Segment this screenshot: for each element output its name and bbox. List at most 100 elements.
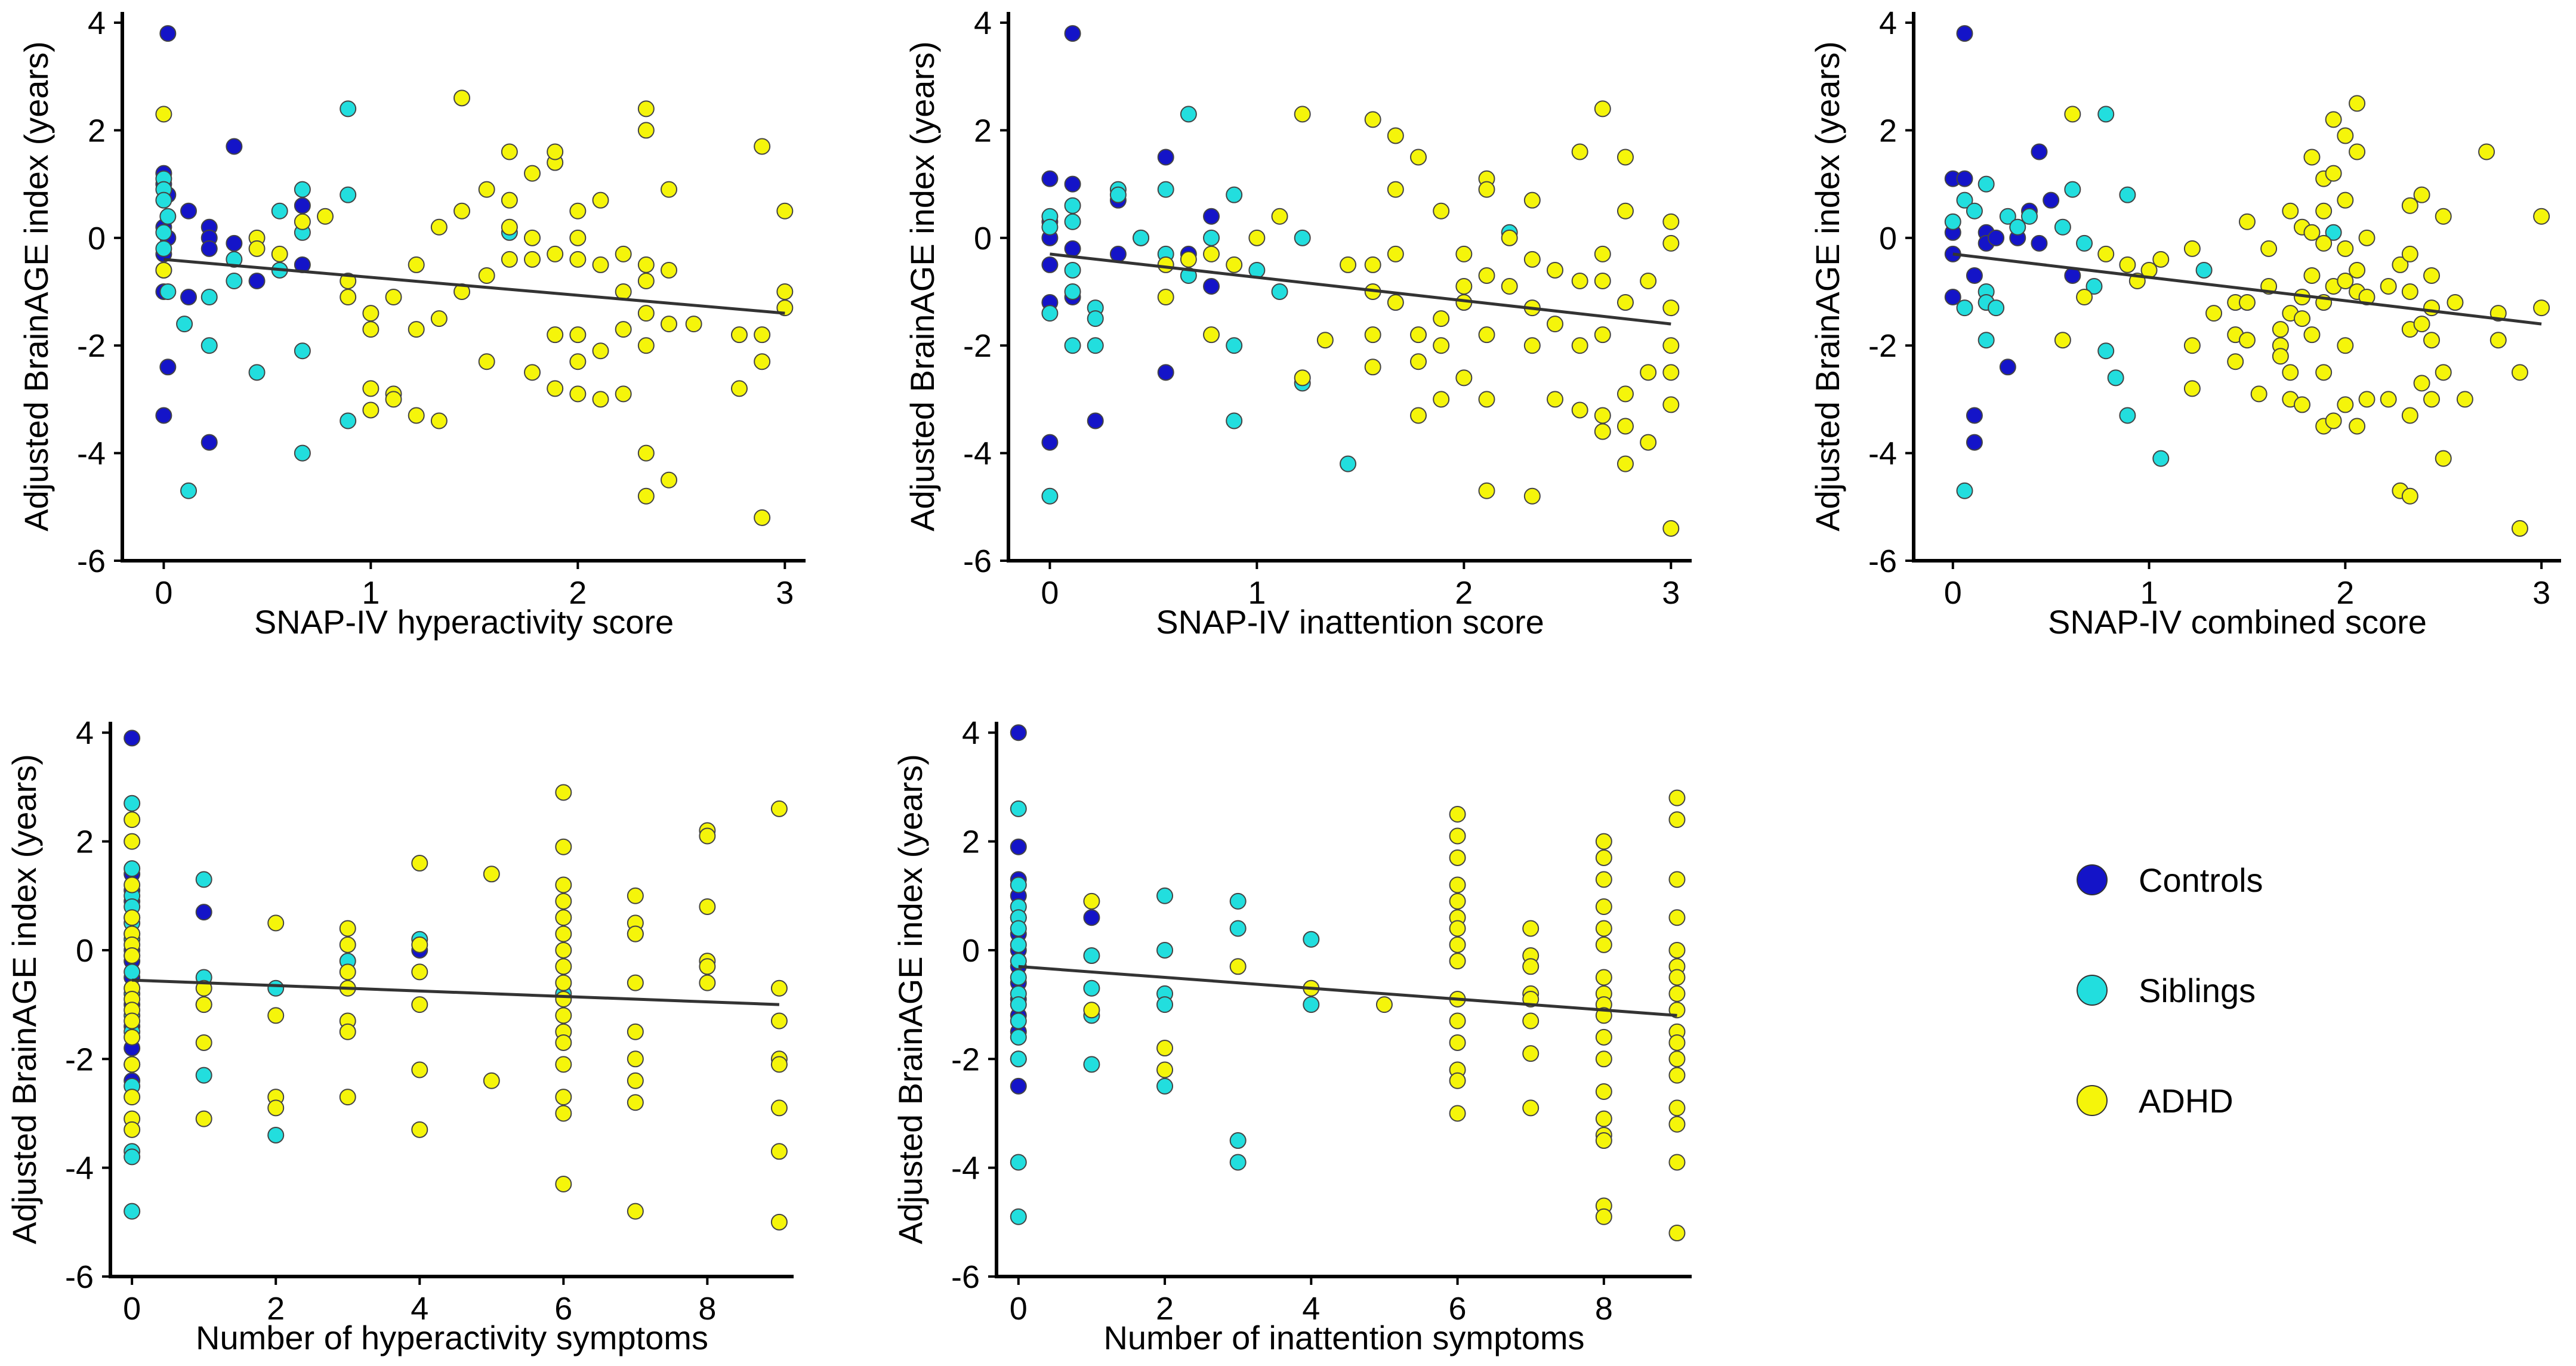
- data-point-siblings: [267, 979, 285, 997]
- data-point-adhd: [1449, 1072, 1466, 1089]
- data-point-adhd: [248, 240, 266, 257]
- data-point-siblings: [1157, 181, 1174, 198]
- y-tick-label: 0: [88, 221, 106, 256]
- y-axis-label: Adjusted BrainAGE index (years): [5, 754, 43, 1244]
- data-point-adhd: [1547, 391, 1563, 408]
- series-adhd: [1083, 789, 1686, 1242]
- data-point-adhd: [637, 256, 655, 273]
- data-point-adhd: [555, 1105, 572, 1122]
- y-tick-label: -6: [65, 1259, 94, 1295]
- plot-svg: Adjusted BrainAGE index (years) Number of…: [5, 715, 794, 1356]
- data-point-controls: [248, 272, 266, 289]
- y-axis-label: Adjusted BrainAGE index (years): [1809, 41, 1846, 531]
- data-point-siblings: [1966, 202, 1983, 220]
- data-point-adhd: [637, 305, 655, 322]
- data-point-siblings: [1010, 1050, 1027, 1068]
- data-point-controls: [195, 904, 212, 921]
- data-point-adhd: [155, 106, 172, 123]
- data-point-adhd: [569, 353, 587, 370]
- data-point-adhd: [2325, 412, 2342, 429]
- data-point-adhd: [627, 1050, 644, 1068]
- legend-label-adhd: ADHD: [2139, 1081, 2233, 1120]
- data-point-adhd: [1410, 407, 1427, 424]
- series-adhd: [155, 89, 794, 526]
- data-point-adhd: [699, 958, 716, 975]
- data-point-siblings: [1010, 800, 1027, 817]
- data-point-adhd: [555, 941, 572, 959]
- x-tick-label: 6: [554, 1291, 572, 1327]
- data-point-siblings: [1229, 1154, 1247, 1171]
- data-point-adhd: [478, 267, 495, 284]
- data-point-adhd: [770, 1012, 788, 1030]
- data-point-adhd: [2250, 385, 2268, 403]
- data-point-adhd: [2238, 294, 2256, 311]
- data-point-adhd: [1478, 181, 1495, 198]
- data-point-adhd: [1455, 245, 1473, 262]
- data-point-adhd: [1595, 1110, 1612, 1127]
- x-tick-label: 0: [155, 575, 172, 611]
- data-point-adhd: [2183, 240, 2201, 257]
- data-point-adhd: [1662, 364, 1680, 381]
- y-tick-label: 4: [962, 715, 980, 751]
- data-point-adhd: [478, 353, 495, 370]
- x-tick-label: 2: [1156, 1291, 1174, 1327]
- scatter-panel-combined-score: Adjusted BrainAGE index (years) SNAP-IV c…: [1803, 0, 2573, 650]
- x-tick-label: 0: [1010, 1291, 1028, 1327]
- data-point-adhd: [770, 1143, 788, 1160]
- data-point-adhd: [637, 487, 655, 505]
- y-tick-label: -4: [951, 1151, 980, 1186]
- scatter-panel-inattention-score: Adjusted BrainAGE index (years) SNAP-IV i…: [898, 0, 1704, 650]
- data-point-adhd: [754, 326, 771, 344]
- y-tick-label: -6: [951, 1259, 980, 1295]
- y-tick-label: 2: [962, 824, 980, 860]
- data-point-siblings: [2097, 342, 2115, 360]
- data-point-adhd: [524, 229, 541, 246]
- data-point-adhd: [754, 353, 771, 370]
- data-point-adhd: [339, 1089, 356, 1106]
- data-point-adhd: [411, 855, 428, 872]
- legend-swatch-adhd: [2077, 1085, 2108, 1116]
- data-point-adhd: [2315, 234, 2333, 252]
- data-point-controls: [1999, 359, 2016, 376]
- y-tick-label: 2: [76, 824, 94, 860]
- y-tick-label: 0: [962, 933, 980, 969]
- data-point-adhd: [1523, 487, 1541, 505]
- x-tick-label: 2: [569, 575, 587, 611]
- data-point-adhd: [1595, 898, 1612, 915]
- y-tick-label: -4: [65, 1151, 94, 1186]
- data-point-controls: [2031, 234, 2048, 252]
- data-point-controls: [1010, 838, 1027, 855]
- data-point-adhd: [1433, 202, 1450, 220]
- data-point-adhd: [1616, 418, 1634, 435]
- data-point-adhd: [555, 784, 572, 801]
- data-point-siblings: [1010, 1028, 1027, 1046]
- data-point-adhd: [195, 996, 212, 1013]
- data-point-adhd: [362, 401, 380, 419]
- data-point-adhd: [1364, 326, 1381, 344]
- data-point-adhd: [1668, 941, 1686, 959]
- data-point-adhd: [2054, 332, 2071, 349]
- data-point-siblings: [124, 795, 141, 812]
- data-point-adhd: [1571, 337, 1588, 354]
- data-point-adhd: [1547, 316, 1563, 333]
- data-point-adhd: [1294, 369, 1311, 387]
- data-point-adhd: [124, 1089, 141, 1106]
- data-point-adhd: [1595, 920, 1612, 937]
- data-point-siblings: [1956, 299, 1973, 317]
- data-point-siblings: [1041, 487, 1059, 505]
- data-point-adhd: [2183, 380, 2201, 397]
- data-point-adhd: [1547, 261, 1563, 279]
- data-point-adhd: [1157, 289, 1174, 306]
- data-point-adhd: [1294, 106, 1311, 123]
- data-point-adhd: [1668, 969, 1686, 986]
- x-tick-label: 3: [776, 575, 794, 611]
- series-siblings: [1944, 106, 2342, 499]
- data-point-siblings: [271, 202, 288, 220]
- data-point-adhd: [555, 1056, 572, 1073]
- data-point-adhd: [2478, 143, 2495, 160]
- data-point-adhd: [661, 261, 677, 279]
- y-tick-label: 2: [1879, 113, 1897, 149]
- data-point-adhd: [1455, 278, 1473, 295]
- data-point-siblings: [1229, 1132, 1247, 1149]
